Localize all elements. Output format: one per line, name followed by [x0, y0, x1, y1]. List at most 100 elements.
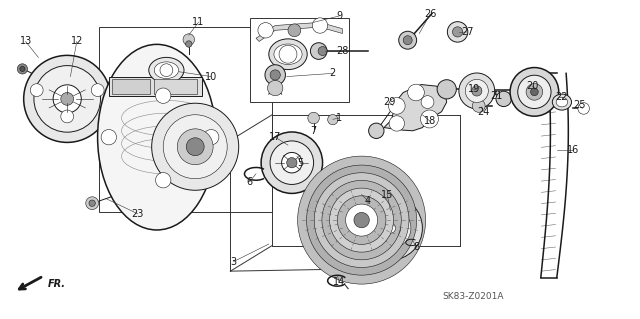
Circle shape: [183, 34, 195, 45]
Circle shape: [510, 68, 559, 116]
Text: 8: 8: [413, 242, 419, 252]
Text: 23: 23: [131, 209, 144, 219]
Circle shape: [328, 115, 338, 125]
Text: 20: 20: [526, 81, 539, 91]
Circle shape: [270, 70, 280, 80]
Circle shape: [152, 103, 239, 190]
Circle shape: [314, 173, 409, 267]
Circle shape: [34, 66, 100, 132]
Text: 10: 10: [205, 71, 218, 82]
Circle shape: [288, 24, 301, 37]
Text: 21: 21: [490, 91, 502, 101]
Text: 3: 3: [230, 256, 237, 267]
Circle shape: [268, 80, 283, 96]
Circle shape: [346, 204, 378, 236]
Text: 29: 29: [383, 97, 396, 107]
Circle shape: [86, 197, 99, 210]
Circle shape: [388, 98, 405, 114]
Circle shape: [310, 43, 327, 59]
Circle shape: [421, 96, 434, 108]
Ellipse shape: [269, 39, 307, 70]
Circle shape: [472, 100, 485, 112]
Text: 22: 22: [556, 92, 568, 102]
Text: 26: 26: [424, 9, 436, 19]
Text: 17: 17: [269, 132, 282, 142]
Text: 5: 5: [298, 158, 304, 168]
Text: FR.: FR.: [48, 279, 66, 289]
Circle shape: [465, 79, 488, 102]
Circle shape: [447, 22, 468, 42]
Circle shape: [92, 84, 104, 97]
Text: 13: 13: [19, 36, 32, 47]
Circle shape: [298, 156, 426, 284]
Circle shape: [526, 84, 543, 100]
Circle shape: [452, 27, 463, 37]
Text: 27: 27: [461, 27, 474, 37]
Bar: [250, 18, 349, 102]
Circle shape: [399, 31, 417, 49]
Ellipse shape: [98, 44, 216, 230]
Text: 7: 7: [310, 126, 317, 136]
Text: 15: 15: [381, 189, 394, 200]
Circle shape: [101, 130, 116, 145]
Circle shape: [24, 56, 111, 142]
Bar: [112, 79, 150, 94]
Circle shape: [204, 130, 219, 145]
Circle shape: [156, 173, 171, 188]
Circle shape: [287, 158, 297, 168]
Circle shape: [163, 115, 227, 179]
Circle shape: [408, 84, 424, 101]
Circle shape: [337, 196, 386, 244]
Circle shape: [312, 18, 328, 33]
Circle shape: [53, 85, 81, 113]
Circle shape: [322, 181, 401, 260]
Ellipse shape: [556, 97, 568, 107]
Text: 16: 16: [566, 145, 579, 155]
Ellipse shape: [149, 57, 184, 83]
Circle shape: [472, 86, 482, 96]
Circle shape: [177, 129, 213, 165]
Circle shape: [308, 112, 319, 124]
Circle shape: [437, 80, 456, 99]
Text: 18: 18: [424, 116, 436, 126]
Text: 14: 14: [333, 277, 346, 287]
Text: 4: 4: [365, 196, 371, 206]
Circle shape: [330, 188, 394, 252]
Circle shape: [578, 103, 589, 114]
Circle shape: [459, 73, 495, 109]
Circle shape: [89, 200, 95, 206]
Circle shape: [354, 212, 369, 228]
Circle shape: [20, 66, 25, 71]
Text: 28: 28: [336, 46, 349, 56]
Circle shape: [265, 65, 285, 85]
Circle shape: [369, 123, 384, 138]
Circle shape: [385, 223, 396, 233]
Text: 2: 2: [330, 68, 336, 78]
Circle shape: [403, 36, 412, 45]
Circle shape: [261, 132, 323, 193]
Bar: [109, 77, 202, 96]
Text: 9: 9: [336, 11, 342, 21]
Circle shape: [420, 110, 438, 128]
Circle shape: [380, 218, 401, 238]
Ellipse shape: [552, 94, 572, 110]
Circle shape: [156, 88, 171, 103]
Text: 19: 19: [467, 84, 480, 94]
Circle shape: [186, 138, 204, 156]
Ellipse shape: [154, 62, 179, 78]
Circle shape: [270, 141, 314, 184]
Ellipse shape: [274, 44, 302, 64]
Polygon shape: [256, 22, 342, 41]
Circle shape: [389, 116, 404, 131]
Circle shape: [282, 152, 302, 173]
Text: SK83-Z0201A: SK83-Z0201A: [443, 292, 504, 301]
Circle shape: [186, 41, 192, 47]
Circle shape: [518, 75, 551, 108]
Text: 24: 24: [477, 107, 490, 117]
Text: 12: 12: [70, 36, 83, 47]
Circle shape: [61, 93, 74, 105]
Bar: [99, 27, 272, 212]
Circle shape: [531, 88, 538, 96]
Circle shape: [258, 23, 273, 38]
Bar: [154, 79, 197, 94]
